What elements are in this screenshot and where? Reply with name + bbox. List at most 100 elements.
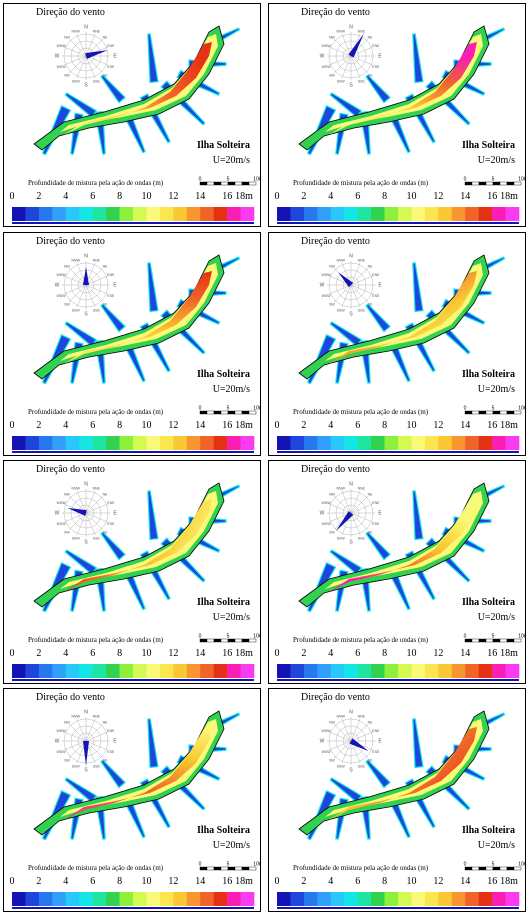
reservoir-deep [64, 727, 212, 820]
wind-direction-arrow [338, 272, 354, 288]
reservoir-water [33, 482, 241, 613]
legend-swatch [357, 892, 372, 906]
compass-label: NE [103, 492, 109, 496]
scale-bar: 0 5 10km [199, 177, 260, 186]
compass-label: NNE [93, 259, 101, 263]
reservoir-deep [329, 727, 477, 820]
compass-label: NNE [358, 30, 366, 34]
legend-underline [277, 222, 519, 224]
compass-label: W [320, 283, 325, 289]
legend-swatch [186, 892, 201, 906]
legend-swatch [505, 664, 520, 678]
wind-direction-arrow [348, 33, 364, 58]
wind-direction-title: Direção do vento [36, 692, 105, 703]
legend-swatch [227, 436, 241, 450]
wind-direction-title: Direção do vento [301, 236, 370, 247]
legend-tick: 2 [36, 191, 42, 202]
compass-label: ESE [372, 750, 380, 754]
legend-ticks: 0 2 4 6 8 10 12 14 16 18m [269, 420, 525, 432]
legend-swatch [371, 664, 385, 678]
legend-swatch [398, 892, 412, 906]
compass-label: NW [64, 35, 71, 39]
reservoir-name: Ilha Solteira [461, 369, 515, 380]
reservoir-arm [100, 74, 126, 104]
reservoir-arm [64, 549, 98, 576]
legend-tick: 6 [355, 191, 361, 202]
compass-label: NW [329, 492, 336, 496]
legend-swatch [186, 664, 201, 678]
compass-label: E [113, 739, 117, 745]
scale-bar: 0 5 10km [464, 634, 525, 643]
reservoir-water [33, 254, 241, 385]
wind-direction-title: Direção do vento [301, 7, 370, 18]
legend-swatch [451, 664, 466, 678]
legend-swatch [357, 664, 372, 678]
reservoir-arm [147, 718, 159, 769]
scale-tick: 0 [199, 862, 202, 868]
compass-label: NE [103, 264, 109, 268]
legend-caption: Profundidade de mistura pela ação de ond… [28, 408, 164, 416]
legend-tick: 16 [487, 876, 498, 887]
legend-swatch [12, 207, 26, 221]
legend-swatch [25, 892, 40, 906]
legend-swatch [398, 436, 412, 450]
legend-swatch [384, 436, 399, 450]
compass-label: SE [103, 531, 108, 535]
compass-label: NW [64, 264, 71, 268]
legend-tick: 6 [90, 876, 96, 887]
legend-swatch [52, 436, 67, 450]
scale-tick: km [259, 862, 261, 868]
legend-swatch [12, 664, 26, 678]
legend-swatch [478, 207, 493, 221]
legend-tick: 0 [274, 648, 280, 659]
legend-swatch [344, 207, 358, 221]
reservoir-name: Ilha Solteira [461, 825, 515, 836]
compass-label: SW [329, 759, 335, 763]
legend-swatch [317, 664, 332, 678]
legend-swatch [25, 664, 40, 678]
legend-tick: 16 [222, 648, 233, 659]
legend-swatch [173, 664, 188, 678]
reservoir-arm [100, 303, 126, 333]
legend-tick: 14 [195, 420, 206, 431]
reservoir-shore [33, 25, 225, 151]
scale-segment [506, 866, 515, 871]
wind-direction-arrow [335, 511, 354, 532]
legend-underline [277, 451, 519, 453]
reservoir-arm [365, 303, 391, 333]
reservoir-shore [33, 482, 225, 608]
scale-segment [513, 638, 522, 643]
wind-direction-arrow [83, 266, 89, 285]
legend-tick: 8 [117, 648, 123, 659]
scale-tick: km [259, 406, 261, 412]
reservoir-arm [147, 490, 159, 541]
scale-segment [213, 410, 222, 415]
compass-label: NE [368, 720, 374, 724]
legend-swatch [424, 207, 439, 221]
depth-legend [277, 892, 520, 909]
legend-swatch [303, 207, 318, 221]
legend-swatch [200, 436, 214, 450]
compass-label: S [84, 83, 88, 89]
legend-tick: 8 [382, 420, 388, 431]
legend-tick: 14 [460, 191, 471, 202]
legend-swatch [38, 892, 53, 906]
scale-tick: 0 [199, 177, 202, 183]
legend-swatch [240, 207, 255, 221]
compass-label: ESE [107, 750, 115, 754]
scale-segment [471, 410, 480, 415]
legend-tick: 0 [274, 191, 280, 202]
compass-label: E [113, 283, 117, 289]
legend-tick: 4 [63, 876, 69, 887]
legend-swatch [492, 664, 506, 678]
reservoir-arm [365, 531, 391, 561]
legend-swatch [384, 892, 399, 906]
legend-swatch [159, 207, 174, 221]
legend-swatch [317, 207, 332, 221]
legend-swatch [330, 664, 345, 678]
